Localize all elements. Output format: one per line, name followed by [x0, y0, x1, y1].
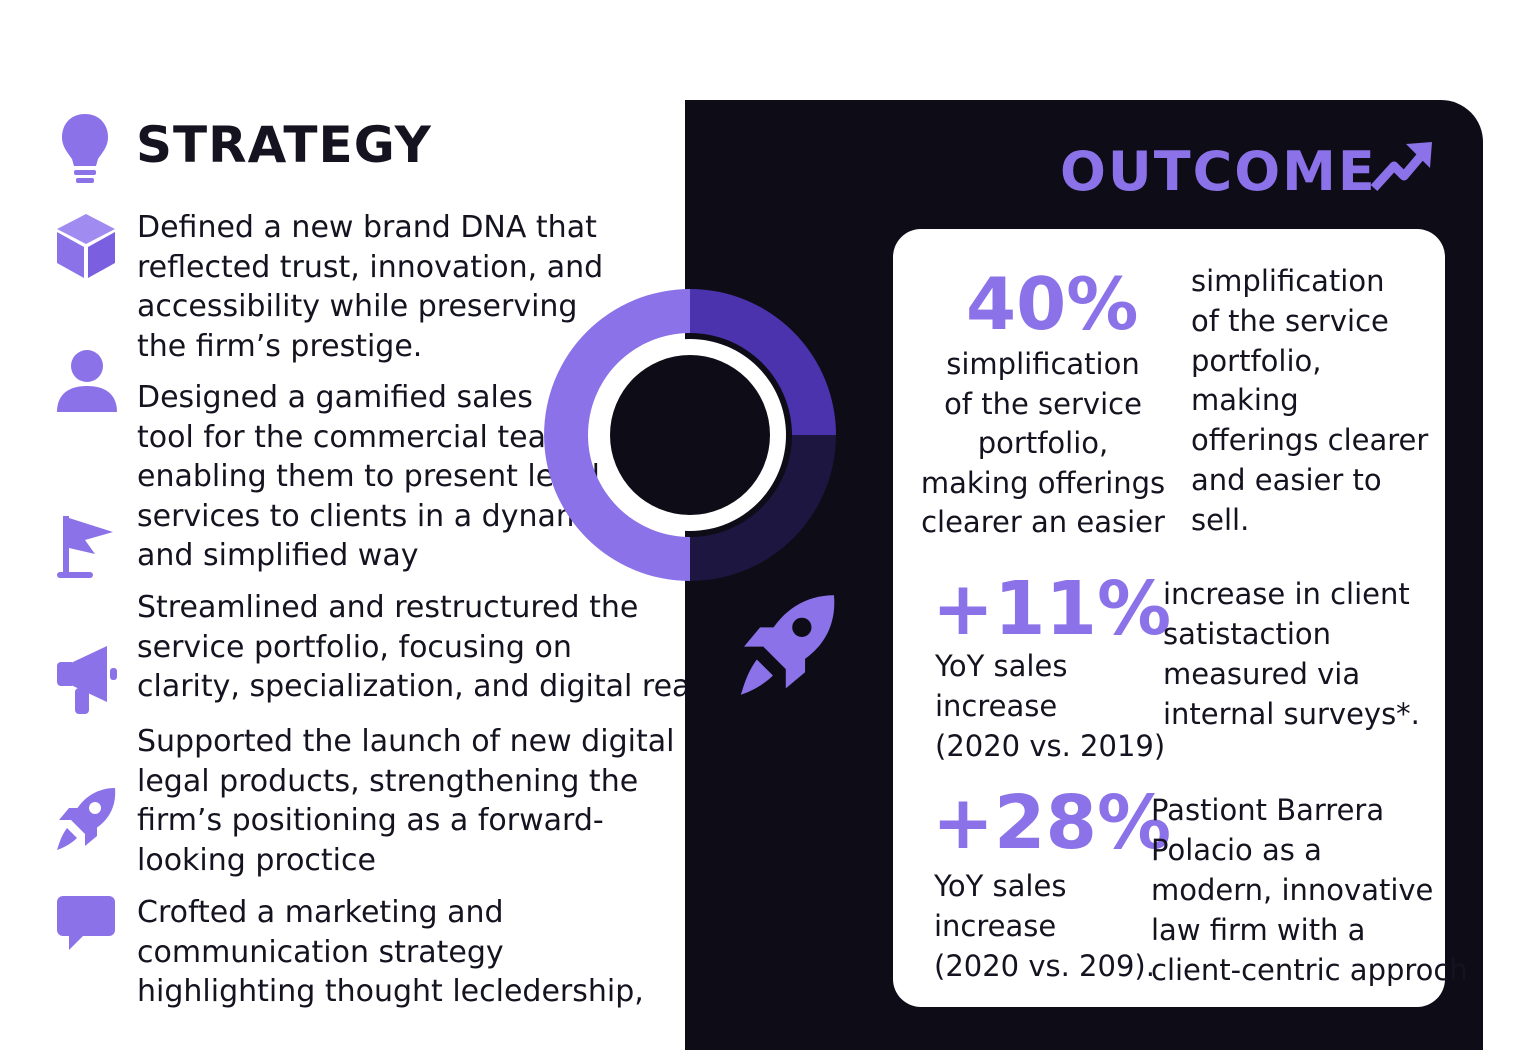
results-card: [893, 229, 1445, 1007]
ring-graphic: [544, 289, 836, 581]
cube-icon: [57, 214, 115, 278]
stat-description-1: simplification of the service portfolio,…: [1191, 264, 1429, 537]
strategy-item-4: Supported the launch of new digital lega…: [137, 724, 675, 878]
strategy-item-1: Defined a new brand DNA that reflected t…: [137, 210, 604, 364]
chat-bubble-icon: [57, 896, 115, 950]
stat-description-2: increase in client satistaction measured…: [1163, 577, 1420, 731]
stat-label-3: YoY sales increase (2020 vs. 209).: [934, 869, 1155, 983]
strategy-item-5: Crofted a marketing and communication st…: [137, 895, 644, 1009]
stat-value-3: +28%: [932, 780, 1172, 866]
stat-label-1: simplification of the service portfolio,…: [920, 347, 1166, 539]
strategy-item-2: Designed a gamified sales tool for the c…: [137, 380, 610, 573]
stat-value-2: +11%: [932, 566, 1172, 652]
rocket-icon: [57, 788, 116, 850]
user-icon: [57, 350, 117, 412]
flag-icon: [57, 516, 113, 578]
strategy-item-3: Streamlined and restructured the service…: [137, 590, 718, 704]
stat-label-2: YoY sales increase (2020 vs. 2019): [935, 649, 1166, 763]
trending-up-icon: [1370, 142, 1432, 192]
rocket-icon: [740, 595, 835, 695]
stat-description-3: Pastiont Barrera Polacio as a modern, in…: [1151, 793, 1468, 987]
lightbulb-icon: [62, 114, 108, 183]
outcome-heading: OUTCOME: [1060, 140, 1377, 203]
stat-value-1: 40%: [966, 262, 1139, 346]
strategy-heading: STRATEGY: [136, 116, 432, 174]
megaphone-icon: [57, 646, 117, 714]
